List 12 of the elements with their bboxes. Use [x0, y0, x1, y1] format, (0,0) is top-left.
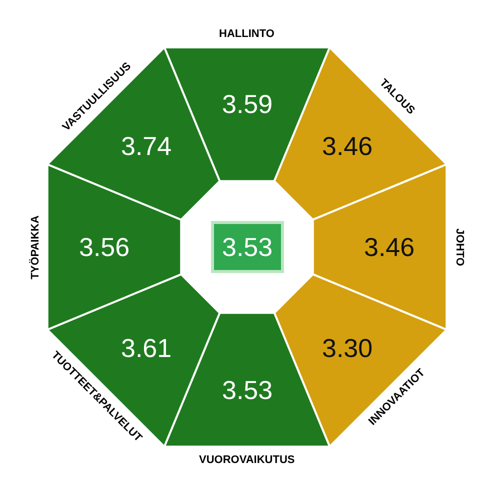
- data-label: 3.30: [322, 333, 373, 363]
- category-label: VUOROVAIKUTUS: [199, 454, 295, 466]
- data-label: 3.46: [322, 131, 373, 161]
- data-label: 3.53: [222, 375, 273, 405]
- data-label: 3.46: [364, 232, 415, 262]
- category-label: TYÖPAIKKA: [28, 215, 42, 280]
- data-label: 3.56: [79, 232, 130, 262]
- data-label: 3.74: [121, 131, 172, 161]
- text: 3.53: [222, 232, 273, 262]
- category-label: JOHTO: [454, 228, 466, 267]
- data-label: 3.59: [222, 89, 273, 119]
- category-label: HALLINTO: [219, 28, 275, 40]
